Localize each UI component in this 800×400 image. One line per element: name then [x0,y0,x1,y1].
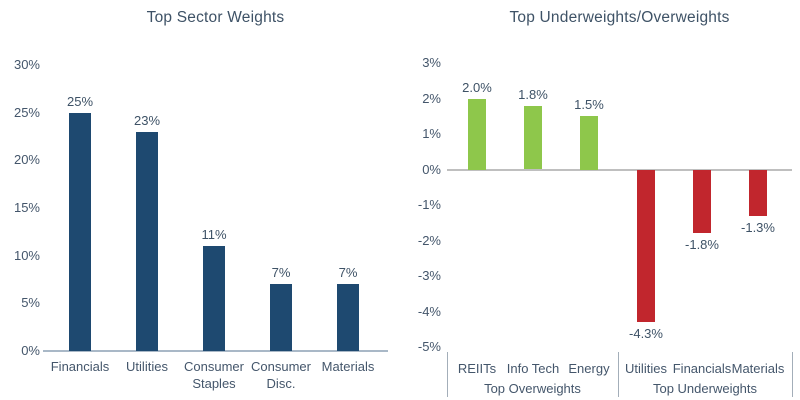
under-over-weights-chart: Top Underweights/Overweights 3% 2% 1% 0% -1%… [400,0,800,400]
group-label: Top Overweights [484,381,581,396]
bar-consumer-disc [270,284,292,351]
category-divider-line [447,352,448,397]
bar-value-label: 25% [66,93,94,109]
bar-utilities [637,169,655,323]
x-axis-label: Consumer Disc. [251,359,311,391]
y-tick-label: 5% [21,295,40,311]
y-tick-label: 20% [13,152,40,168]
bar-consumer-staples [203,246,225,351]
x-axis-label: Financials [50,359,110,374]
bar-value-label: 1.8% [518,86,548,102]
bar-financials [693,169,711,234]
bar-value-label: 23% [133,112,161,128]
bar-materials [749,169,767,216]
chart-title: Top Sector Weights [146,9,285,26]
bar-energy [580,116,598,170]
x-axis-label: Utilities [126,359,168,374]
y-tick-label: -1% [417,197,441,212]
x-axis-label: REIITs [457,361,497,376]
x-axis-label: Energy [568,361,610,376]
x-axis-label: Financials [672,361,732,376]
x-axis-line [43,350,388,352]
x-axis-label: Utilities [625,361,667,376]
y-tick-label: -2% [417,232,441,248]
bar-value-label: 7% [338,265,358,281]
bar-utilities [136,131,158,351]
y-tick-label: 2% [422,90,441,106]
x-axis-label: Materials [321,359,375,374]
y-tick-label: 3% [422,55,441,70]
bar-value-label: -4.3% [629,326,663,342]
bar-value-label: -1.8% [685,237,719,253]
y-tick-label: 0% [422,161,441,177]
bar-value-label: -1.3% [741,219,775,235]
y-tick-label: 1% [422,126,441,141]
y-tick-label: -5% [417,339,441,354]
bar-materials [337,284,359,351]
bar-value-label: 7% [271,265,291,281]
category-divider-line [618,352,619,397]
bar-value-label: 2.0% [462,79,492,95]
y-tick-label: 15% [13,200,40,215]
chart-title: Top Underweights/Overweights [509,9,730,26]
y-tick-label: 25% [13,104,40,120]
y-tick-label: -4% [417,303,441,319]
bar-value-label: 11% [201,227,227,243]
bar-financials [69,112,91,351]
y-tick-label: 0% [21,343,40,358]
category-divider-line [792,352,793,397]
x-axis-label: Materials [731,361,785,376]
bar-value-label: 1.5% [574,97,604,113]
y-tick-label: 10% [13,247,40,263]
y-tick-label: 30% [13,57,40,72]
x-axis-label: Info Tech [506,361,560,376]
bar-reiits [468,98,486,170]
sector-weights-chart: Top Sector Weights 0% 5% 10% 15% 20% 25% 30% 25… [13,9,388,391]
group-label: Top Underweights [652,381,758,396]
x-axis-line [447,168,792,171]
x-axis-label: Consumer Staples [184,359,244,391]
bar-info-tech [524,105,542,170]
y-tick-label: -3% [417,268,441,283]
